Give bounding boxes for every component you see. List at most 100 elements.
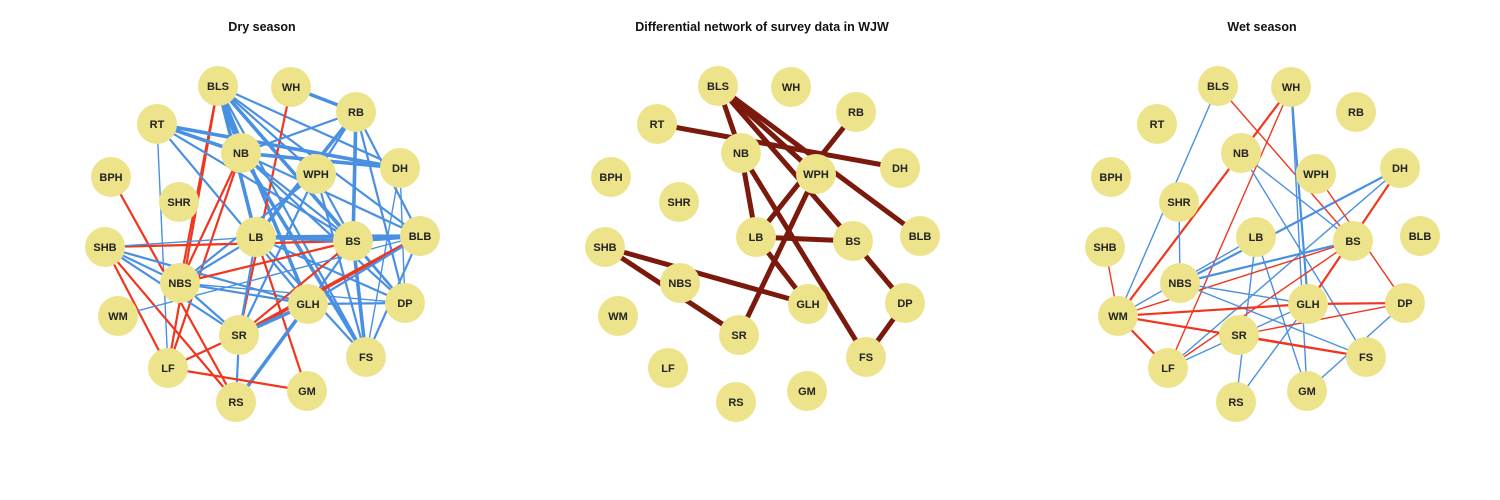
edge-lf-gm (166, 366, 309, 393)
node-rb: RB (836, 92, 876, 132)
node-glh: GLH (1288, 284, 1328, 324)
edge-glh-rs (1235, 303, 1309, 403)
edge-sr-dp (1238, 302, 1406, 336)
node-shr: SHR (659, 182, 699, 222)
node-label: DP (397, 298, 412, 310)
edge-shb-glh (602, 244, 811, 307)
node-circle (716, 382, 756, 422)
node-dp: DP (1385, 283, 1425, 323)
node-circle (159, 182, 199, 222)
node-circle (1221, 133, 1261, 173)
node-label: RB (348, 107, 364, 119)
node-dp: DP (385, 283, 425, 323)
node-layer: BLS WH RT RB NB DH BPH WPH SHR SHB LB BS BLB NBS GLH DP… (585, 66, 940, 422)
edge-sr-fs (1238, 334, 1367, 358)
panel-title: Differential network of survey data in W… (635, 20, 889, 34)
node-circle (796, 154, 836, 194)
node-bs: BS (333, 221, 373, 261)
edge-nb-bs (1240, 152, 1354, 242)
edge-nb-bs (239, 151, 355, 243)
node-circle (1346, 337, 1386, 377)
node-nbs: NBS (1160, 263, 1200, 303)
node-circle (91, 157, 131, 197)
node-label: LF (1161, 363, 1175, 375)
node-nbs: NBS (660, 263, 700, 303)
node-bls: BLS (1198, 66, 1238, 106)
edge-wh-glh (1289, 85, 1310, 306)
node-label: DH (1392, 163, 1408, 175)
node-label: SHR (667, 197, 690, 209)
node-label: WPH (803, 169, 829, 181)
node-circle (1385, 283, 1425, 323)
node-label: BPH (1099, 172, 1122, 184)
node-bs: BS (1333, 221, 1373, 261)
node-label: NB (733, 148, 749, 160)
node-bls: BLS (198, 66, 238, 106)
node-label: RS (228, 397, 243, 409)
node-label: GLH (796, 299, 819, 311)
edge-wh-wm (1116, 85, 1293, 318)
node-circle (585, 227, 625, 267)
node-label: LF (161, 363, 175, 375)
node-label: GM (1298, 386, 1316, 398)
node-label: SHB (593, 242, 616, 254)
node-bph: BPH (591, 157, 631, 197)
node-blb: BLB (400, 216, 440, 256)
node-circle (296, 154, 336, 194)
node-label: RS (728, 397, 743, 409)
edge-nb-lf (166, 151, 243, 370)
node-shr: SHR (1159, 182, 1199, 222)
node-layer: BLS WH RT RB NB DH BPH WPH SHR SHB LB BS BLB NBS GLH DP… (85, 66, 440, 422)
node-shb: SHB (85, 227, 125, 267)
node-sr: SR (719, 315, 759, 355)
node-lb: LB (236, 217, 276, 257)
node-fs: FS (346, 337, 386, 377)
node-circle (216, 382, 256, 422)
edge-dh-nbs (1178, 166, 1402, 285)
edge-shb-lf (103, 245, 170, 370)
node-wm: WM (598, 296, 638, 336)
node-lb: LB (736, 217, 776, 257)
edge-rt-glh (155, 122, 310, 306)
node-label: WPH (1303, 169, 1329, 181)
node-rb: RB (1336, 92, 1376, 132)
node-circle (400, 216, 440, 256)
edge-blb-glh (306, 234, 422, 306)
edge-dh-fs (365, 167, 401, 358)
node-circle (736, 217, 776, 257)
node-wm: WM (98, 296, 138, 336)
edge-nb-nbs (178, 151, 243, 285)
node-circle (719, 315, 759, 355)
node-label: FS (1359, 352, 1373, 364)
node-rs: RS (716, 382, 756, 422)
node-wph: WPH (296, 154, 336, 194)
node-label: FS (859, 352, 873, 364)
node-bs: BS (833, 221, 873, 261)
node-circle (1160, 263, 1200, 303)
edge-bls-fs (216, 84, 368, 359)
node-circle (198, 66, 238, 106)
node-circle (271, 67, 311, 107)
node-circle (1333, 221, 1373, 261)
node-circle (591, 157, 631, 197)
node-circle (787, 371, 827, 411)
node-circle (1271, 67, 1311, 107)
node-dh: DH (380, 148, 420, 188)
node-label: SHB (1093, 242, 1116, 254)
edge-rt-dh (654, 121, 903, 171)
node-layer: BLS WH RT RB NB DH BPH WPH SHR SHB LB BS BLB NBS GLH DP… (1085, 66, 1440, 422)
node-blb: BLB (900, 216, 940, 256)
node-circle (385, 283, 425, 323)
node-label: GM (298, 386, 316, 398)
node-circle (788, 284, 828, 324)
edge-bs-nbs (178, 239, 355, 285)
node-nb: NB (721, 133, 761, 173)
edge-nb-fs (1240, 152, 1367, 358)
node-shb: SHB (585, 227, 625, 267)
node-fs: FS (1346, 337, 1386, 377)
node-sr: SR (1219, 315, 1259, 355)
node-label: SR (231, 330, 246, 342)
node-circle (1159, 182, 1199, 222)
node-label: LB (749, 232, 764, 244)
